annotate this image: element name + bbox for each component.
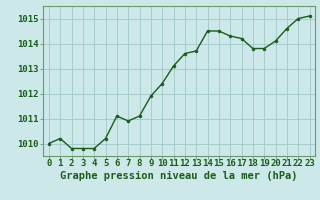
X-axis label: Graphe pression niveau de la mer (hPa): Graphe pression niveau de la mer (hPa) — [60, 171, 298, 181]
